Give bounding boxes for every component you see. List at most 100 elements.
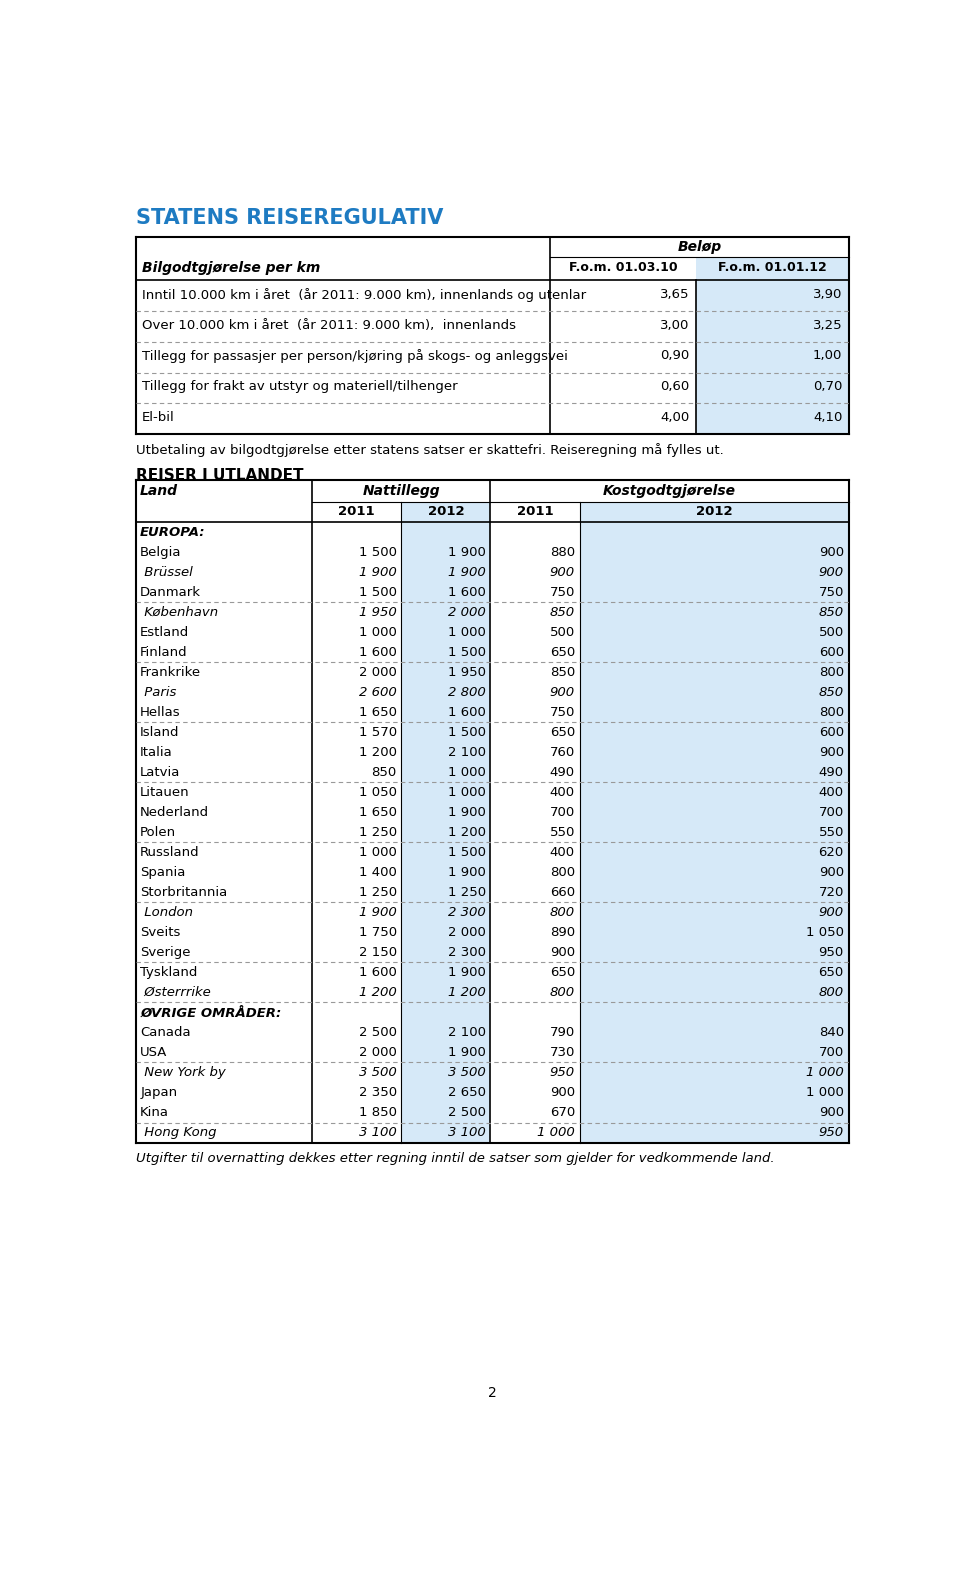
Text: 1 570: 1 570 xyxy=(358,727,396,739)
Text: 1 000: 1 000 xyxy=(359,846,396,859)
Text: Over 10.000 km i året  (år 2011: 9.000 km),  innenlands: Over 10.000 km i året (år 2011: 9.000 km… xyxy=(142,318,516,332)
Text: Østerrrike: Østerrrike xyxy=(140,986,211,999)
Text: 2 000: 2 000 xyxy=(448,606,486,619)
Text: 800: 800 xyxy=(819,666,844,679)
Text: EUROPA:: EUROPA: xyxy=(140,526,205,539)
Text: 4,00: 4,00 xyxy=(660,412,689,425)
Text: 2 100: 2 100 xyxy=(447,1026,486,1040)
Text: 2 150: 2 150 xyxy=(358,946,396,959)
Text: 900: 900 xyxy=(819,906,844,919)
Text: 2 650: 2 650 xyxy=(447,1086,486,1099)
Text: 2 100: 2 100 xyxy=(447,746,486,758)
Text: 3 500: 3 500 xyxy=(359,1067,396,1080)
Text: 650: 650 xyxy=(819,967,844,979)
Text: F.o.m. 01.03.10: F.o.m. 01.03.10 xyxy=(568,261,678,273)
Text: 2 500: 2 500 xyxy=(447,1107,486,1119)
Text: Island: Island xyxy=(140,727,180,739)
Text: 1 900: 1 900 xyxy=(359,566,396,579)
Text: 1,00: 1,00 xyxy=(813,350,842,363)
Text: 1 200: 1 200 xyxy=(447,827,486,840)
Text: Kina: Kina xyxy=(140,1107,169,1119)
Text: 3 100: 3 100 xyxy=(448,1126,486,1140)
Text: 2 300: 2 300 xyxy=(447,946,486,959)
Text: 2012: 2012 xyxy=(427,506,465,518)
Text: 850: 850 xyxy=(550,606,575,619)
Text: 1 250: 1 250 xyxy=(358,827,396,840)
Text: 800: 800 xyxy=(819,986,844,999)
Bar xyxy=(135,237,849,434)
Text: STATENS REISEREGULATIV: STATENS REISEREGULATIV xyxy=(135,208,443,227)
Text: 1 000: 1 000 xyxy=(359,626,396,639)
Text: 500: 500 xyxy=(819,626,844,639)
Text: Paris: Paris xyxy=(140,685,177,700)
Text: 900: 900 xyxy=(819,545,844,558)
Text: 1 950: 1 950 xyxy=(359,606,396,619)
Text: 900: 900 xyxy=(550,946,575,959)
Text: 750: 750 xyxy=(819,585,844,599)
Text: 600: 600 xyxy=(819,727,844,739)
Text: 0,70: 0,70 xyxy=(813,380,842,393)
Text: Bilgodtgjørelse per km: Bilgodtgjørelse per km xyxy=(142,261,320,275)
Text: Russland: Russland xyxy=(140,846,200,859)
Text: Polen: Polen xyxy=(140,827,177,840)
Text: 1 900: 1 900 xyxy=(359,906,396,919)
Text: 650: 650 xyxy=(550,727,575,739)
Text: USA: USA xyxy=(140,1046,168,1059)
Text: Spania: Spania xyxy=(140,867,185,879)
Text: 700: 700 xyxy=(819,1046,844,1059)
Bar xyxy=(696,258,849,434)
Text: 1 000: 1 000 xyxy=(448,766,486,779)
Text: 490: 490 xyxy=(819,766,844,779)
Text: 1 500: 1 500 xyxy=(447,846,486,859)
Text: 1 050: 1 050 xyxy=(805,925,844,940)
Text: 1 200: 1 200 xyxy=(448,986,486,999)
Text: 850: 850 xyxy=(372,766,396,779)
Text: 3,65: 3,65 xyxy=(660,288,689,301)
Text: 1 500: 1 500 xyxy=(447,646,486,658)
Text: 1 900: 1 900 xyxy=(448,967,486,979)
Text: 1 400: 1 400 xyxy=(359,867,396,879)
Text: Utgifter til overnatting dekkes etter regning inntil de satser som gjelder for v: Utgifter til overnatting dekkes etter re… xyxy=(135,1151,774,1165)
Text: 950: 950 xyxy=(819,946,844,959)
Text: 600: 600 xyxy=(819,646,844,658)
Text: 900: 900 xyxy=(550,685,575,700)
Text: 3,90: 3,90 xyxy=(813,288,842,301)
Text: 1 000: 1 000 xyxy=(448,626,486,639)
Text: 650: 650 xyxy=(550,967,575,979)
Text: Tillegg for passasjer per person/kjøring på skogs- og anleggsvei: Tillegg for passasjer per person/kjøring… xyxy=(142,350,567,364)
Text: 1 900: 1 900 xyxy=(448,806,486,819)
Text: Nederland: Nederland xyxy=(140,806,209,819)
Text: 700: 700 xyxy=(819,806,844,819)
Text: 2 300: 2 300 xyxy=(448,906,486,919)
Text: 400: 400 xyxy=(550,846,575,859)
Text: Hong Kong: Hong Kong xyxy=(140,1126,217,1140)
Text: London: London xyxy=(140,906,193,919)
Text: 660: 660 xyxy=(550,886,575,898)
Text: 3 500: 3 500 xyxy=(448,1067,486,1080)
Text: 1 500: 1 500 xyxy=(447,727,486,739)
Text: Tyskland: Tyskland xyxy=(140,967,198,979)
Text: 900: 900 xyxy=(819,746,844,758)
Text: Utbetaling av bilgodtgjørelse etter statens satser er skattefri. Reiseregning må: Utbetaling av bilgodtgjørelse etter stat… xyxy=(135,444,723,458)
Text: 800: 800 xyxy=(550,986,575,999)
Text: 1 600: 1 600 xyxy=(448,585,486,599)
Text: 1 050: 1 050 xyxy=(359,785,396,800)
Text: REISER I UTLANDET: REISER I UTLANDET xyxy=(135,467,303,483)
Text: 2 800: 2 800 xyxy=(448,685,486,700)
Text: 1 200: 1 200 xyxy=(359,986,396,999)
Text: 3,25: 3,25 xyxy=(813,318,842,332)
Text: 850: 850 xyxy=(819,685,844,700)
Text: 850: 850 xyxy=(819,606,844,619)
Text: Tillegg for frakt av utstyr og materiell/tilhenger: Tillegg for frakt av utstyr og materiell… xyxy=(142,380,457,393)
Text: 900: 900 xyxy=(550,1086,575,1099)
Bar xyxy=(580,502,849,1143)
Text: 900: 900 xyxy=(550,566,575,579)
Text: 2 500: 2 500 xyxy=(359,1026,396,1040)
Text: Storbritannia: Storbritannia xyxy=(140,886,228,898)
Text: 1 900: 1 900 xyxy=(448,1046,486,1059)
Text: 1 200: 1 200 xyxy=(359,746,396,758)
Text: 1 600: 1 600 xyxy=(448,706,486,719)
Text: 720: 720 xyxy=(819,886,844,898)
Text: 900: 900 xyxy=(819,566,844,579)
Text: 1 900: 1 900 xyxy=(448,566,486,579)
